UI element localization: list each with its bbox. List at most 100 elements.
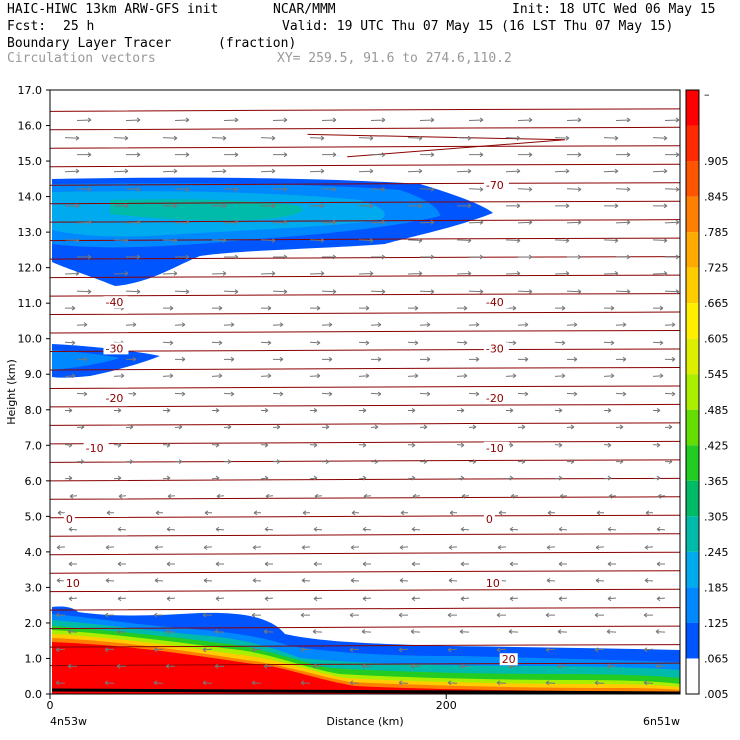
wind-vector — [362, 526, 372, 532]
wind-vector — [616, 152, 631, 158]
wind-vector — [349, 612, 359, 618]
wind-vector — [223, 289, 239, 295]
wind-vector — [260, 373, 272, 379]
wind-vector — [69, 493, 78, 499]
wind-vector — [154, 577, 164, 583]
wind-vector — [554, 168, 570, 174]
wind-vector — [656, 596, 666, 602]
wind-vector — [558, 526, 568, 532]
wind-vector — [506, 408, 514, 413]
upper-tracer-blob — [52, 177, 493, 286]
wind-vector — [604, 203, 619, 209]
wind-vector — [64, 271, 80, 276]
org-label: NCAR/MMM — [273, 2, 336, 17]
wind-vector — [211, 373, 223, 379]
colorbar-swatch — [686, 622, 699, 659]
wind-vector — [370, 117, 386, 123]
wind-vector — [603, 475, 612, 481]
colorbar-swatch — [686, 516, 699, 552]
circulation-vectors — [55, 117, 680, 686]
wind-vector — [371, 254, 386, 260]
wind-vector — [420, 459, 428, 465]
wind-vector — [224, 356, 235, 362]
wind-vector — [260, 135, 276, 141]
wind-vector — [361, 629, 372, 634]
isotherm-label: -30 — [105, 342, 123, 355]
colorbar: – .905 .845 .785 .725 .665 .605 .545 .485 .425 .36… — [685, 88, 729, 701]
isotherm — [49, 293, 681, 297]
wind-vector — [398, 680, 409, 686]
wind-vector — [517, 186, 533, 192]
wind-vector — [358, 340, 370, 346]
wind-vector — [616, 356, 627, 362]
wind-vector — [509, 596, 519, 602]
wind-vector — [65, 203, 80, 209]
isotherm — [49, 182, 681, 186]
wind-vector — [153, 612, 163, 618]
wind-vector — [359, 305, 370, 311]
wind-vector — [419, 289, 435, 295]
x-axis-label: Distance (km) — [326, 715, 403, 728]
wind-vector — [174, 391, 186, 397]
wind-vector — [154, 545, 164, 550]
wind-vector — [518, 254, 533, 260]
isotherm-labels: -70 -40 -40 -30 -30 -20 -20 -10 -10 0 0 10 10 20 — [63, 178, 518, 666]
wind-vector — [554, 373, 566, 379]
wind-vector — [363, 493, 372, 499]
wind-vector — [653, 305, 664, 311]
wind-vector — [505, 340, 517, 346]
isotherm-label: -70 — [486, 179, 504, 192]
wind-vector — [411, 561, 420, 567]
wind-vector — [312, 629, 323, 634]
y-axis: 0.0 1.0 2.0 3.0 4.0 5.0 6.0 7.0 8.0 9.0 10.0 11.0 12… — [18, 84, 50, 701]
wind-vector — [554, 271, 570, 276]
wind-vector — [459, 629, 470, 634]
wind-vector — [407, 135, 423, 141]
wind-vector — [407, 238, 423, 243]
wind-vector — [212, 305, 223, 311]
wind-vector — [606, 629, 617, 634]
colorbar-label: .665 — [704, 297, 729, 310]
field-name: Boundary Layer Tracer — [7, 36, 172, 51]
y-tick-label: 1.0 — [25, 652, 43, 665]
y-tick-label: 0.0 — [25, 688, 43, 701]
wind-vector — [461, 493, 470, 499]
wind-vector — [447, 612, 457, 618]
wind-vector — [459, 663, 469, 669]
wind-vector — [162, 168, 178, 174]
isotherm — [49, 403, 681, 408]
wind-vector — [166, 561, 175, 567]
wind-vector — [165, 629, 176, 634]
colorbar-label: .545 — [704, 368, 729, 381]
wind-vector — [456, 340, 468, 346]
wind-vector — [309, 442, 318, 448]
wind-vector — [408, 203, 423, 209]
wind-vector — [310, 408, 318, 413]
wind-vector — [125, 117, 141, 123]
wind-vector — [358, 475, 367, 481]
wind-vector — [616, 459, 624, 465]
wind-vector — [496, 680, 507, 686]
wind-vector — [510, 493, 519, 499]
wind-vector — [202, 647, 213, 653]
wind-vector — [652, 340, 664, 346]
wind-vector — [76, 424, 85, 430]
wind-vector — [203, 545, 213, 550]
wind-vector — [174, 186, 190, 192]
wind-vector — [175, 356, 186, 362]
isotherm — [49, 477, 681, 482]
wind-vector — [273, 459, 281, 465]
wind-vector — [412, 493, 421, 499]
wind-vector — [596, 510, 604, 516]
wind-vector — [643, 680, 654, 686]
wind-vector — [113, 373, 125, 379]
wind-vector — [615, 391, 627, 397]
isotherm-label: -20 — [105, 392, 123, 405]
wind-vector — [468, 322, 480, 328]
wind-vector — [223, 117, 239, 123]
wind-vector — [175, 254, 190, 260]
wind-vector — [603, 340, 615, 346]
wind-vector — [411, 596, 421, 602]
isotherm — [49, 588, 681, 593]
